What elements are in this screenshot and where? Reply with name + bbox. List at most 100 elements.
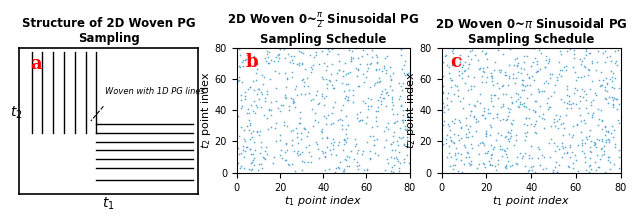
Point	[380, 88, 390, 91]
Point	[498, 104, 508, 108]
Point	[582, 137, 593, 140]
Point	[257, 92, 267, 96]
Point	[467, 48, 477, 51]
Point	[321, 122, 332, 125]
Point	[500, 163, 511, 166]
Point	[609, 86, 620, 90]
Point	[232, 115, 243, 118]
Point	[437, 108, 447, 112]
Point	[572, 124, 582, 127]
Point	[332, 153, 342, 157]
Point	[568, 101, 578, 105]
Point	[348, 93, 358, 97]
Point	[533, 145, 543, 149]
Point	[296, 62, 307, 65]
Point	[285, 97, 296, 100]
Point	[503, 84, 513, 87]
Point	[307, 67, 317, 71]
Point	[249, 88, 259, 91]
Point	[583, 111, 593, 115]
Text: Woven with 1D PG lines: Woven with 1D PG lines	[105, 87, 205, 96]
Point	[246, 168, 257, 172]
Point	[326, 152, 336, 155]
Point	[383, 128, 394, 131]
Point	[257, 73, 268, 77]
Point	[252, 103, 262, 106]
Point	[381, 125, 392, 129]
Point	[600, 77, 611, 80]
Point	[525, 92, 536, 95]
Point	[466, 57, 476, 61]
Point	[346, 149, 356, 152]
Point	[330, 100, 340, 104]
Point	[270, 69, 280, 73]
Point	[454, 61, 465, 64]
Point	[504, 74, 514, 78]
Point	[492, 168, 502, 171]
Point	[274, 56, 284, 59]
Point	[466, 85, 476, 88]
Point	[244, 148, 255, 151]
Point	[359, 168, 369, 172]
Point	[600, 89, 610, 92]
Point	[321, 69, 331, 72]
Point	[502, 138, 513, 141]
Point	[236, 166, 246, 170]
Point	[600, 124, 610, 128]
Point	[452, 84, 462, 88]
Point	[262, 92, 273, 95]
Point	[442, 96, 452, 100]
Point	[372, 80, 382, 84]
Point	[367, 125, 378, 128]
Point	[313, 102, 323, 106]
Point	[608, 71, 618, 75]
Point	[581, 98, 591, 102]
Point	[496, 106, 506, 109]
Point	[394, 81, 404, 84]
Point	[237, 104, 247, 108]
Point	[436, 90, 447, 93]
Point	[492, 112, 502, 116]
Point	[339, 167, 349, 171]
Point	[566, 102, 577, 105]
Point	[317, 127, 327, 131]
Point	[261, 59, 271, 62]
Point	[531, 119, 541, 123]
Point	[606, 131, 616, 135]
Point	[371, 109, 381, 113]
Point	[363, 67, 373, 70]
Point	[343, 98, 353, 102]
Point	[459, 143, 469, 146]
Point	[474, 67, 484, 71]
Point	[457, 65, 467, 68]
Point	[371, 151, 381, 154]
Point	[481, 58, 492, 61]
Point	[329, 141, 339, 144]
Point	[596, 153, 607, 156]
Point	[362, 52, 372, 56]
Point	[469, 114, 479, 118]
Point	[377, 70, 387, 73]
Point	[352, 75, 362, 78]
Point	[388, 163, 399, 167]
Point	[597, 128, 607, 131]
Point	[534, 147, 545, 150]
Point	[398, 118, 408, 122]
Point	[396, 84, 406, 87]
Point	[482, 151, 492, 154]
Point	[326, 48, 337, 51]
Point	[246, 160, 257, 164]
Point	[369, 139, 380, 142]
Point	[246, 152, 257, 156]
Point	[296, 51, 306, 54]
Point	[466, 110, 476, 113]
Point	[496, 134, 506, 137]
Point	[299, 126, 309, 130]
Point	[570, 154, 580, 157]
Point	[392, 140, 402, 143]
Point	[456, 152, 467, 156]
Point	[596, 119, 607, 123]
Point	[403, 114, 413, 118]
Point	[471, 121, 481, 124]
Point	[270, 127, 280, 130]
